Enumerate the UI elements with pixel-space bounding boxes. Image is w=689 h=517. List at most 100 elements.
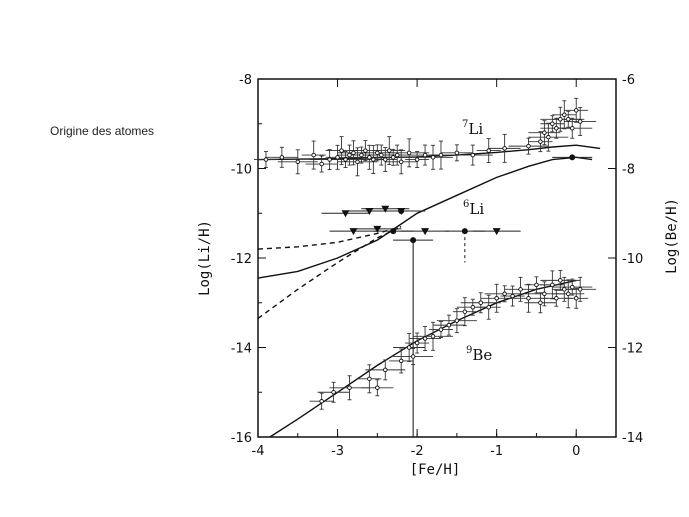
data-point: [339, 148, 344, 153]
data-point: [438, 327, 444, 332]
data-point: [562, 287, 567, 292]
data-point: [462, 309, 468, 314]
detection-point: [410, 237, 417, 244]
data-point: [494, 296, 499, 301]
label-9be-mass: 9: [466, 345, 472, 356]
data-point: [375, 150, 380, 156]
data-point: [406, 150, 412, 156]
data-point: [470, 152, 476, 158]
data-point: [446, 322, 452, 328]
label-6li: 6Li: [463, 199, 484, 218]
data-point: [335, 155, 340, 160]
upper-limit-point: [365, 208, 374, 216]
data-point: [263, 157, 269, 162]
data-point: [319, 161, 324, 167]
data-point: [410, 354, 416, 359]
data-point: [554, 125, 559, 131]
data-point: [406, 345, 412, 350]
data-point: [422, 336, 428, 341]
y-left-tick-label: -16: [231, 431, 252, 446]
data-point: [398, 358, 404, 364]
data-point: [558, 117, 563, 122]
data-point: [343, 157, 348, 162]
model-curve-0: [257, 144, 601, 161]
y-left-tick-label: -14: [231, 342, 252, 357]
model-curve-4: [269, 279, 577, 438]
data-point: [398, 159, 404, 165]
detection-point: [569, 154, 576, 161]
y-right-tick-label: -10: [622, 252, 643, 267]
data-point: [573, 108, 579, 113]
data-point: [279, 155, 285, 160]
label-9be-element: Be: [472, 346, 492, 364]
plot-frame: [257, 78, 617, 438]
data-point: [518, 287, 523, 292]
data-point: [359, 152, 364, 158]
data-point: [367, 155, 372, 160]
data-point: [379, 152, 384, 158]
data-point: [363, 148, 368, 153]
data-point: [569, 125, 575, 131]
data-point: [538, 300, 543, 306]
upper-limit-point: [349, 228, 358, 236]
data-point: [554, 296, 559, 301]
upper-limit-point: [341, 210, 350, 218]
data-point: [526, 143, 531, 149]
y-right-tick-label: -6: [622, 73, 635, 88]
detection-point: [398, 208, 405, 215]
data-point: [542, 291, 547, 297]
data-point: [502, 146, 507, 151]
data-point: [573, 296, 579, 301]
data-point: [422, 152, 428, 158]
data-point: [558, 278, 563, 283]
data-point: [347, 152, 352, 158]
y-right-tick-label: -8: [622, 163, 635, 178]
data-point: [526, 296, 531, 301]
data-point: [394, 152, 400, 158]
x-tick-label: -3: [331, 444, 344, 459]
data-point: [470, 304, 476, 310]
data-point: [383, 157, 388, 162]
x-tick-label: -1: [490, 444, 503, 459]
model-curve-1: [257, 156, 593, 279]
y-right-tick-label: -12: [622, 342, 643, 357]
data-point: [355, 159, 360, 165]
data-point: [454, 318, 460, 323]
data-point: [414, 157, 420, 162]
data-point: [351, 150, 356, 156]
error-bars: [253, 97, 597, 410]
upper-limit-point: [381, 205, 390, 213]
label-6li-element: Li: [469, 200, 484, 218]
data-point: [383, 367, 388, 373]
tick-labels: -4 -3 -2 -1 0-8-10-12-14-16-6-8-10-12-14: [231, 73, 643, 459]
upper-limit-point: [492, 228, 501, 236]
data-point: [546, 134, 551, 140]
y-left-tick-label: -8: [239, 73, 252, 88]
upper-limit-point: [373, 225, 382, 233]
data-point: [295, 159, 301, 165]
upper-limit-point: [421, 228, 430, 236]
x-axis-title: [Fe/H]: [410, 462, 461, 478]
data-point: [569, 284, 575, 290]
data-point: [486, 304, 491, 310]
y-left-tick-label: -10: [231, 163, 252, 178]
data-point: [502, 291, 507, 297]
data-point: [562, 112, 567, 118]
label-7li: 7Li: [462, 119, 483, 138]
data-point: [510, 293, 515, 299]
label-7li-element: Li: [468, 120, 483, 138]
data-point: [331, 390, 336, 395]
data-point: [371, 157, 376, 162]
data-point: [311, 152, 316, 158]
data-point: [566, 117, 571, 122]
label-6li-mass: 6: [463, 199, 469, 210]
data-point: [367, 376, 372, 382]
data-point: [538, 139, 543, 144]
data-point: [390, 155, 396, 160]
data-point: [347, 385, 352, 391]
axis-ticks: [257, 78, 617, 438]
data-point: [534, 282, 539, 288]
model-curves: [257, 144, 601, 438]
data-point: [375, 385, 380, 391]
